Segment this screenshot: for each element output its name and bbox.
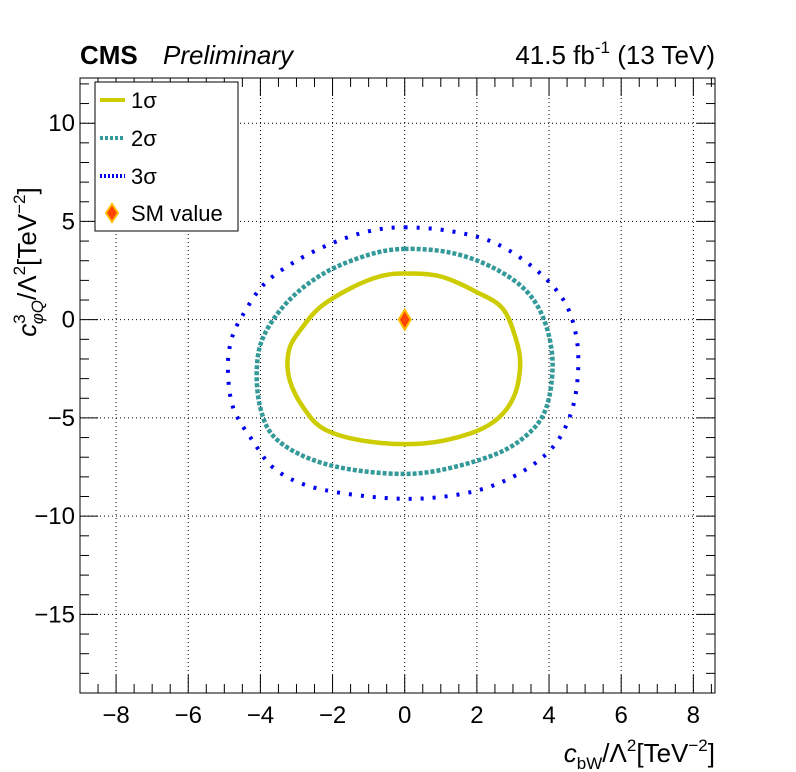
x-tick-label: 0 [398, 702, 411, 729]
x-tick-label: −6 [175, 702, 202, 729]
y-tick-label: −10 [34, 503, 75, 530]
y-tick-label: −5 [48, 405, 75, 432]
legend: 1σ 2σ 3σ SM value [94, 81, 239, 232]
status-label: Preliminary [163, 40, 295, 70]
energy-label: (13 TeV) [610, 40, 715, 70]
lumi-value: 41.5 fb [515, 40, 595, 70]
x-tick-label: 8 [687, 702, 700, 729]
lumi-label: 41.5 fb-1 (13 TeV) [515, 38, 715, 70]
experiment-label: CMS [80, 40, 138, 70]
contour-3sigma [225, 225, 581, 501]
x-tick-label: 4 [542, 702, 555, 729]
legend-label-2sigma: 2σ [131, 126, 157, 151]
contours [225, 225, 581, 501]
x-tick-label: −8 [102, 702, 129, 729]
legend-label-3sigma: 3σ [131, 164, 157, 189]
legend-label-1sigma: 1σ [131, 88, 157, 113]
sm-value-marker [397, 307, 412, 332]
legend-swatch-sm [104, 202, 120, 224]
y-tick-label: 10 [48, 110, 75, 137]
tick-labels: −8 −6 −4 −2 0 2 4 6 8 −15 −10 −5 0 5 10 [34, 110, 700, 729]
x-tick-label: −2 [319, 702, 346, 729]
lumi-exponent: -1 [595, 38, 610, 57]
sm-marker-layer [397, 307, 412, 332]
contour-2sigma [254, 246, 555, 477]
grid [80, 78, 715, 693]
x-axis-title: cbW/Λ2[TeV−2] [564, 736, 715, 772]
legend-label-sm: SM value [131, 201, 223, 226]
x-tick-label: −4 [247, 702, 274, 729]
x-tick-label: 2 [470, 702, 483, 729]
plot-frame [79, 77, 716, 694]
y-axis-title: c3φQ/Λ2[TeV−2] [10, 187, 47, 337]
x-tick-label: 6 [615, 702, 628, 729]
y-tick-label: 0 [62, 307, 75, 334]
y-tick-label: 5 [62, 208, 75, 235]
legend-box [94, 81, 239, 232]
contour-1sigma [285, 271, 523, 447]
axis-ticks [79, 78, 715, 694]
y-tick-label: −15 [34, 601, 75, 628]
